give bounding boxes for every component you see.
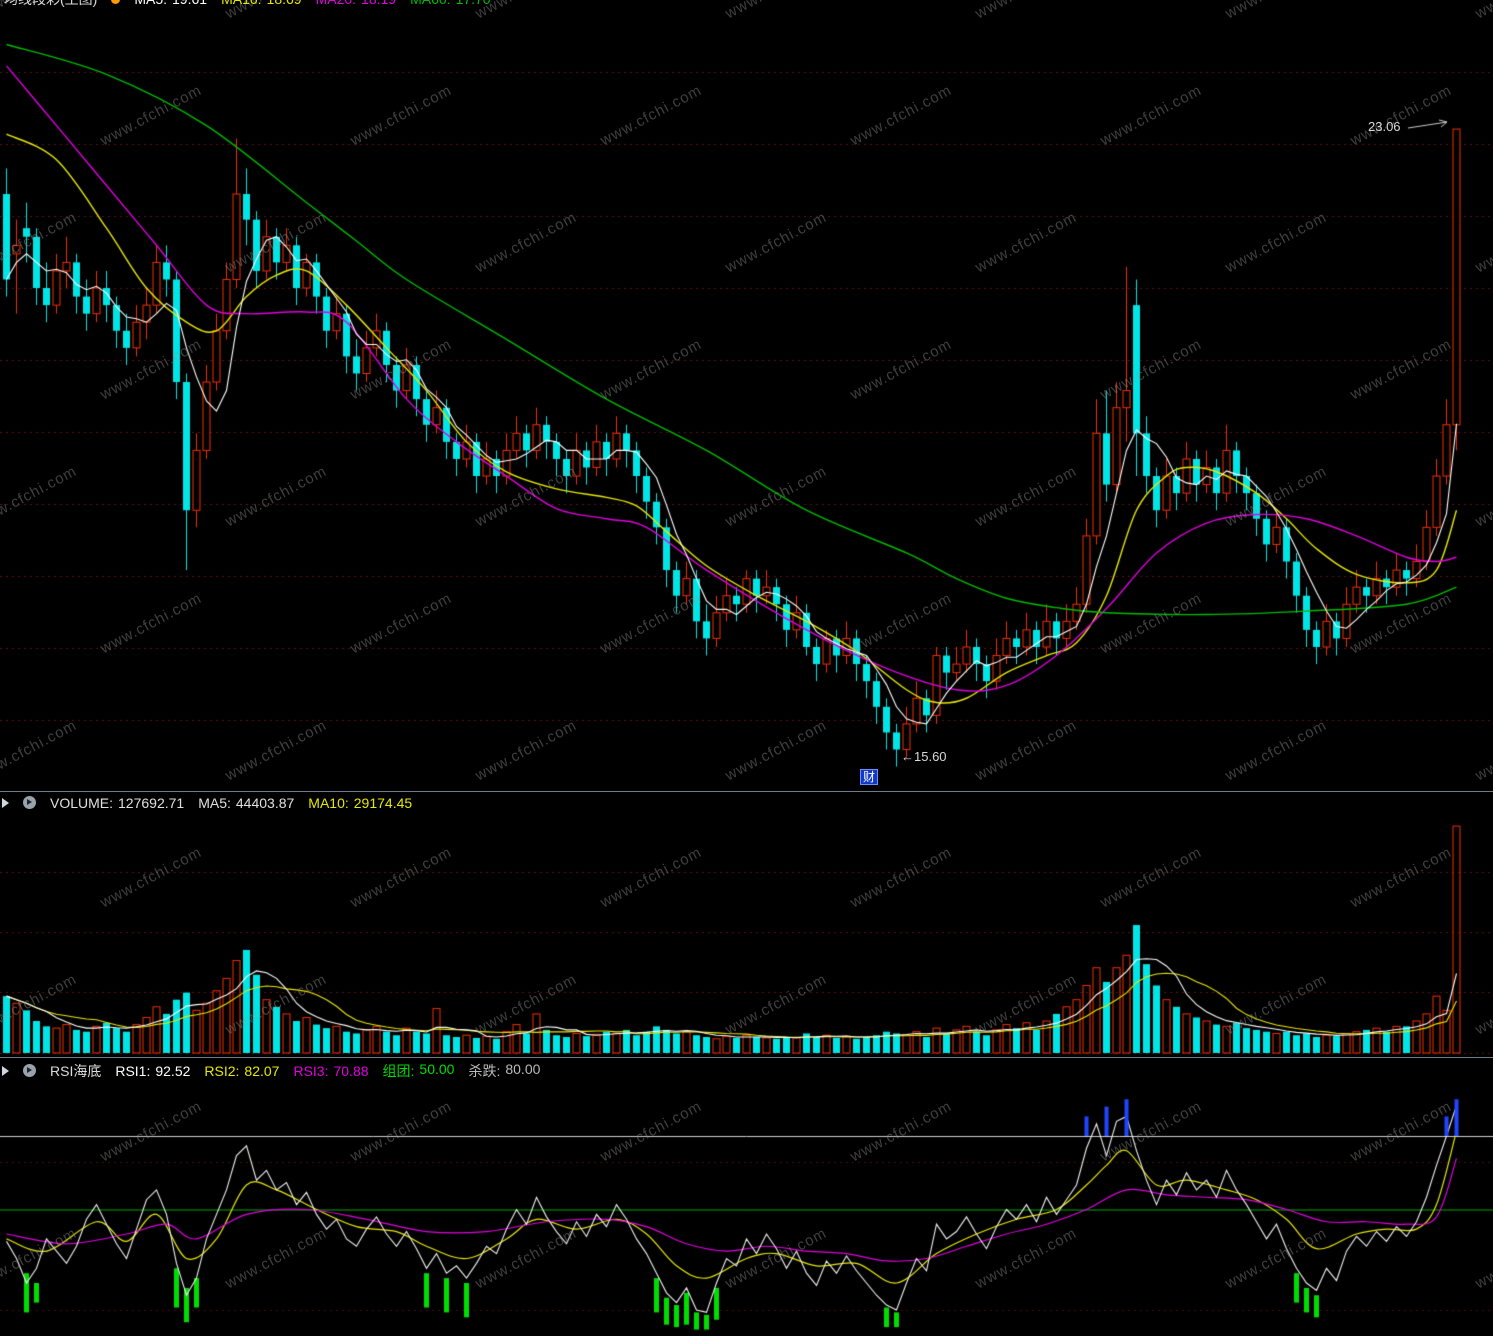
volume-pane-toggle-icon[interactable] xyxy=(23,796,36,809)
volume-readout: VOLUME: 127692.71 xyxy=(50,795,184,811)
price-ma10-label: MA10: xyxy=(221,0,261,7)
rsi3-value: 70.88 xyxy=(333,1062,369,1079)
volume-ma10-value: 29174.45 xyxy=(353,794,413,811)
main-chart-indicator-header: 均线段彩(主图) MA5: 19.61 MA10: 18.69 MA20: 18.19… xyxy=(4,0,491,9)
kill-signal-readout: 杀跌: 80.00 xyxy=(468,1061,540,1081)
group-signal-label: 组团: xyxy=(382,1062,415,1079)
price-ma5-readout: MA5: 19.61 xyxy=(134,0,207,7)
volume-ma5-label: MA5: xyxy=(198,794,231,811)
rsi2-readout: RSI2: 82.07 xyxy=(204,1063,279,1079)
rsi-pane-header: RSI海底 RSI1: 92.52 RSI2: 82.07 RSI3: 70.88 组… xyxy=(2,1061,540,1080)
price-ma10-value: 18.69 xyxy=(267,0,302,7)
rsi1-readout: RSI1: 92.52 xyxy=(115,1063,190,1079)
pane-separator-rsi xyxy=(0,1057,1493,1058)
rsi1-label: RSI1: xyxy=(115,1062,151,1079)
price-ma10-readout: MA10: 18.69 xyxy=(221,0,302,7)
volume-value: 127692.71 xyxy=(118,794,185,811)
rsi3-readout: RSI3: 70.88 xyxy=(293,1063,368,1079)
group-signal-value: 50.00 xyxy=(419,1060,455,1077)
low-price-annotation: ←15.60 xyxy=(901,749,947,764)
volume-ma10-label: MA10: xyxy=(308,794,349,811)
high-price-annotation: 23.06 xyxy=(1368,119,1401,134)
main-indicator-title: 均线段彩(主图) xyxy=(4,0,97,9)
price-ma20-label: MA20: xyxy=(316,0,356,7)
rsi2-value: 82.07 xyxy=(244,1062,280,1079)
pane-separator-volume xyxy=(0,791,1493,792)
price-ma20-value: 18.19 xyxy=(361,0,396,7)
indicator-dot-icon xyxy=(111,0,121,4)
volume-ma10-readout: MA10: 29174.45 xyxy=(308,795,412,811)
volume-ma5-readout: MA5: 44403.87 xyxy=(198,795,294,811)
rsi3-label: RSI3: xyxy=(293,1062,329,1079)
announcement-marker[interactable]: 财 xyxy=(860,769,879,785)
price-ma5-label: MA5: xyxy=(134,0,167,7)
price-ma5-value: 19.61 xyxy=(172,0,207,7)
group-signal-readout: 组团: 50.00 xyxy=(383,1061,455,1081)
rsi1-value: 92.52 xyxy=(155,1062,191,1079)
price-ma60-value: 17.70 xyxy=(456,0,491,7)
price-ma60-readout: MA60: 17.70 xyxy=(410,0,491,7)
rsi-pane-edge-arrow-icon[interactable] xyxy=(2,1065,9,1076)
kill-signal-value: 80.00 xyxy=(505,1060,541,1077)
volume-label: VOLUME: xyxy=(50,794,114,811)
price-ma20-readout: MA20: 18.19 xyxy=(316,0,397,7)
rsi2-label: RSI2: xyxy=(204,1062,240,1079)
price-ma60-label: MA60: xyxy=(410,0,450,7)
kill-signal-label: 杀跌: xyxy=(468,1062,501,1079)
volume-ma5-value: 44403.87 xyxy=(235,794,295,811)
pane-edge-arrow-icon[interactable] xyxy=(2,797,9,808)
rsi-indicator-title: RSI海底 xyxy=(50,1062,102,1079)
volume-pane-header: VOLUME: 127692.71 MA5: 44403.87 MA10: 29174… xyxy=(2,793,412,812)
rsi-pane-toggle-icon[interactable] xyxy=(23,1064,36,1077)
